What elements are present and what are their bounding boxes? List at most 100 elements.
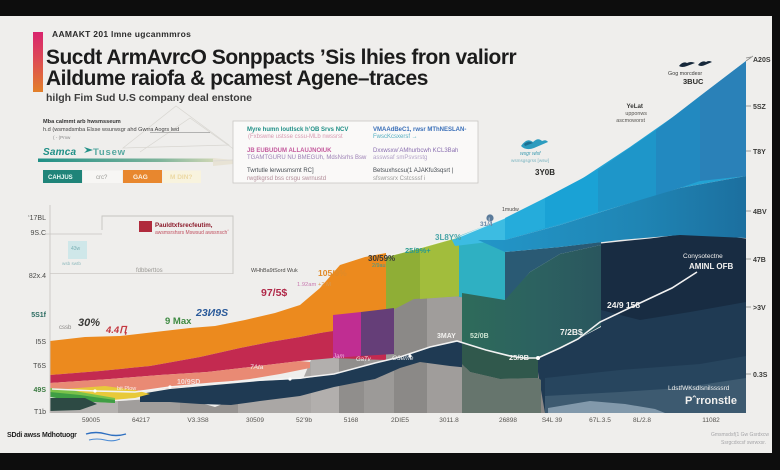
- svg-text:CAHJUS: CAHJUS: [48, 175, 73, 181]
- svg-text:3MAY: 3MAY: [437, 333, 456, 340]
- svg-text:crc?: crc?: [96, 175, 108, 181]
- svg-text:wsb swtb: wsb swtb: [62, 261, 81, 266]
- svg-text:Gmsmsdsf(1 Gw Gsrdxcw: Gmsmsdsf(1 Gw Gsrdxcw: [711, 432, 769, 438]
- svg-text:1mudw: 1mudw: [502, 207, 519, 213]
- svg-text:awsmsrshsrs Mswsud awssnschˆ: awsmsrshsrs Mswsud awssnschˆ: [155, 230, 229, 236]
- svg-text:AMINL OFB: AMINL OFB: [689, 262, 734, 271]
- svg-text:WHhBa9tSord Wuk: WHhBa9tSord Wuk: [251, 268, 298, 274]
- svg-text:cssb: cssb: [59, 325, 72, 331]
- svg-text:T1b: T1b: [34, 409, 46, 416]
- svg-text:JB EUBUDUM ALLAUJNOIUK: JB EUBUDUM ALLAUJNOIUK: [247, 148, 332, 154]
- svg-text:4BV: 4BV: [753, 209, 767, 216]
- svg-text:rwgtkgrsd bss crsgu swrnustd: rwgtkgrsd bss crsgu swrnustd: [247, 176, 326, 182]
- svg-text:25/9%+: 25/9%+: [405, 246, 431, 255]
- svg-text:25/9B: 25/9B: [509, 353, 530, 362]
- svg-text:47B: 47B: [753, 257, 766, 264]
- svg-text:2/9au: 2/9au: [372, 263, 386, 269]
- svg-text:VMAAdBeC1, rwsr MThNESLAN-: VMAAdBeC1, rwsr MThNESLAN-: [373, 127, 466, 133]
- svg-text:59005: 59005: [82, 417, 100, 424]
- svg-text:O3eme: O3eme: [392, 355, 414, 362]
- svg-text:9 Max: 9 Max: [165, 316, 192, 327]
- svg-text:2DIE5: 2DIE5: [391, 417, 409, 424]
- svg-text:10/9SD: 10/9SD: [177, 379, 200, 386]
- svg-text:I5S: I5S: [35, 339, 46, 346]
- svg-text:Samca: Samca: [43, 147, 76, 158]
- svg-text:30509: 30509: [246, 417, 264, 424]
- svg-text:3Y0B: 3Y0B: [535, 168, 555, 177]
- svg-text:31/4: 31/4: [480, 221, 493, 228]
- svg-text:bit Plow: bit Plow: [117, 386, 136, 392]
- svg-text:82x.4: 82x.4: [29, 273, 46, 280]
- svg-text:hilgh Fim Sud U.S company deal: hilgh Fim Sud U.S company deal enstone: [46, 92, 252, 104]
- svg-text:S4L 39: S4L 39: [542, 417, 563, 424]
- svg-text:FwscKcsxersf →: FwscKcsxersf →: [373, 134, 418, 140]
- svg-text:7Ata: 7Ata: [250, 364, 264, 371]
- svg-text:Twrtutle lerwusmsmt RC]: Twrtutle lerwusmsmt RC]: [247, 168, 314, 174]
- svg-text:Myre humn loutlsck h’OB Srvs N: Myre humn loutlsck h’OB Srvs NCV: [247, 127, 348, 133]
- svg-text:‘17BL: ‘17BL: [28, 215, 46, 222]
- svg-text:Mba calmmt arb hwsmsseum: Mba calmmt arb hwsmsseum: [43, 119, 121, 125]
- svg-text:upponws: upponws: [625, 111, 647, 117]
- svg-text:T8Y: T8Y: [753, 149, 766, 156]
- svg-text:52/0B: 52/0B: [470, 333, 489, 340]
- svg-text:GaTv: GaTv: [356, 357, 372, 363]
- svg-text:Gog morcdesr: Gog morcdesr: [668, 71, 702, 77]
- svg-text:30/59%: 30/59%: [368, 254, 395, 263]
- svg-text:97/5$: 97/5$: [261, 287, 287, 299]
- svg-text:asswsaf smPsvsrstg: asswsaf smPsvsrstg: [373, 155, 427, 161]
- svg-text:YeLat: YeLat: [626, 103, 643, 110]
- svg-text:9S.C: 9S.C: [30, 230, 46, 237]
- svg-text:3BUC: 3BUC: [683, 77, 704, 86]
- svg-text:5S1f: 5S1f: [31, 312, 46, 319]
- svg-text:0.3S: 0.3S: [753, 372, 768, 379]
- svg-text:5168: 5168: [344, 417, 359, 424]
- svg-text:23И9S: 23И9S: [195, 307, 228, 319]
- svg-text:64217: 64217: [132, 417, 150, 424]
- svg-text:Tusew: Tusew: [93, 147, 126, 158]
- svg-text:4.4Ԥ: 4.4Ԥ: [105, 325, 128, 336]
- svg-text:3011.8: 3011.8: [439, 417, 459, 424]
- svg-text:TGAMTGURU NU BMEGUh, MdsNsrhs: TGAMTGURU NU BMEGUh, MdsNsrhs Bsw: [247, 155, 367, 161]
- svg-text:wsgr wlsf: wsgr wlsf: [520, 151, 541, 157]
- svg-text:5SZ: 5SZ: [753, 104, 767, 111]
- svg-text:T6S: T6S: [33, 363, 46, 370]
- svg-text:8L/2.8: 8L/2.8: [633, 417, 651, 424]
- svg-text:67L.3.5: 67L.3.5: [589, 417, 611, 424]
- svg-text:A20S: A20S: [753, 57, 771, 64]
- svg-text:49S: 49S: [34, 387, 47, 394]
- svg-text:Pauldtxfsrecfeutim,: Pauldtxfsrecfeutim,: [155, 222, 213, 229]
- svg-text:Ssrgcdxcsf swrwxsr.: Ssrgcdxcsf swrwxsr.: [721, 440, 766, 446]
- svg-text:Sucdt ArmAvrcO Sonppacts ’Sis: Sucdt ArmAvrcO Sonppacts ’Sis lhies fron…: [46, 46, 517, 69]
- svg-text:V3.3S8: V3.3S8: [187, 417, 209, 424]
- svg-text:7/2B$: 7/2B$: [560, 327, 583, 337]
- svg-text:30%: 30%: [78, 317, 100, 329]
- svg-text:>3V: >3V: [753, 305, 766, 312]
- svg-text:wsmsgsgrss [wsw]: wsmsgsgrss [wsw]: [511, 158, 549, 163]
- svg-text:i: i: [489, 217, 490, 223]
- svg-text:24/9 158: 24/9 158: [607, 300, 640, 310]
- svg-text:105/9%: 105/9%: [318, 268, 347, 278]
- svg-text:Jam: Jam: [332, 354, 344, 360]
- svg-text:Betsuxhscsu(1 AJAKfu3sqsrt |: Betsuxhscsu(1 AJAKfu3sqsrt |: [373, 168, 454, 174]
- svg-text:Conysotectne: Conysotectne: [683, 253, 723, 260]
- svg-text:(Fxbswne ustsse cssu-MLb nwssr: (Fxbswne ustsse cssu-MLb nwssrst: [248, 134, 343, 140]
- svg-text:h.d (wsmsdsmba Elsse wsurwsgr: h.d (wsmsdsmba Elsse wsurwsgr ahd Gwrra …: [43, 127, 179, 133]
- svg-text:GAG: GAG: [133, 174, 148, 181]
- svg-text:Aildume raiofa & pcamest Agene: Aildume raiofa & pcamest Agene–traces: [46, 67, 428, 90]
- svg-text:3L8Y%: 3L8Y%: [435, 233, 461, 242]
- svg-text:1.92am +2 M: 1.92am +2 M: [297, 282, 331, 288]
- svg-text:LdstfWKsdlsnilssssrd: LdstfWKsdlsnilssssrd: [668, 385, 730, 392]
- svg-text:26898: 26898: [499, 417, 517, 424]
- svg-text:fdbberttos: fdbberttos: [136, 268, 163, 274]
- svg-text:52’9b: 52’9b: [296, 417, 312, 424]
- svg-text:SDdi awss Mdhotuogr: SDdi awss Mdhotuogr: [7, 432, 77, 439]
- svg-text:11082: 11082: [702, 417, 720, 424]
- svg-text:Dxxwsxw’AMhurbcwh KCL3Bah: Dxxwsxw’AMhurbcwh KCL3Bah: [373, 148, 458, 154]
- svg-text:sfswrssrx Cstcsssf i: sfswrssrx Cstcsssf i: [373, 176, 425, 182]
- svg-text:( - (Pmw: ( - (Pmw: [53, 135, 71, 140]
- svg-text:ascmoworst: ascmoworst: [616, 118, 645, 124]
- svg-text:AAMAKT 201 lmne ugcanmmros: AAMAKT 201 lmne ugcanmmros: [52, 29, 191, 39]
- svg-text:Pˆrronstle: Pˆrronstle: [685, 395, 737, 407]
- svg-text:43w: 43w: [71, 246, 81, 252]
- svg-text:M DIN?: M DIN?: [170, 174, 192, 181]
